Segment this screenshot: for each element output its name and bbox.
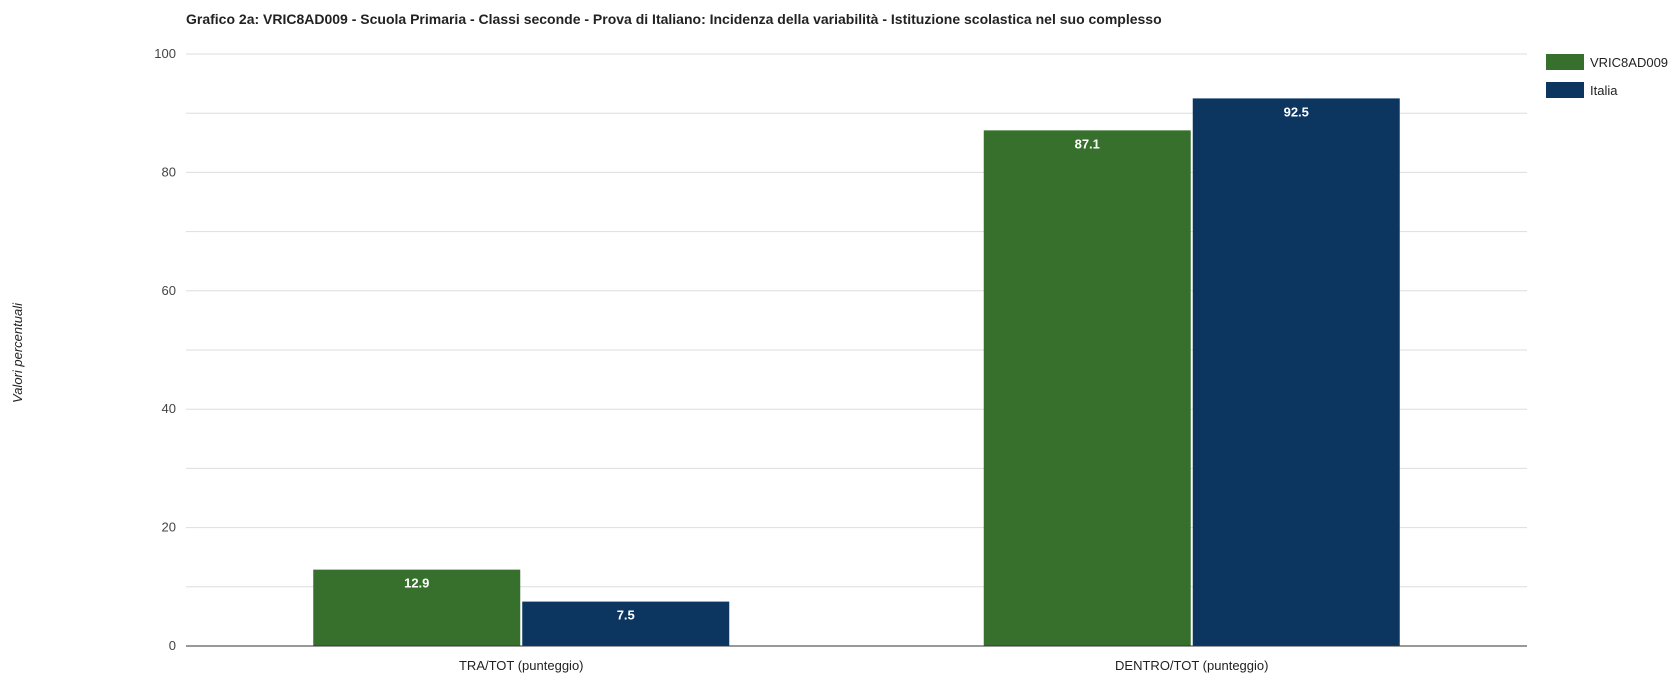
legend: VRIC8AD009 Italia: [1546, 54, 1668, 98]
y-tick-label: 80: [162, 164, 176, 179]
y-tick-label: 0: [169, 638, 176, 653]
x-category-label: TRA/TOT (punteggio): [459, 658, 584, 673]
legend-swatch: [1546, 54, 1584, 70]
bar: [1192, 98, 1400, 646]
gridlines: [186, 53, 1527, 588]
y-tick-label: 100: [154, 46, 176, 61]
chart-title: Grafico 2a: VRIC8AD009 - Scuola Primaria…: [186, 11, 1162, 27]
bar: [313, 569, 521, 646]
bar: [522, 601, 730, 646]
bar-value-label: 12.9: [404, 576, 429, 591]
bar-value-label: 7.5: [617, 608, 635, 623]
y-tick-label: 20: [162, 520, 176, 535]
axes: 0 20 40 60 80 100 TRA/TOT (punteggio) DENTRO/TO…: [154, 46, 1527, 673]
bar-value-label: 92.5: [1284, 104, 1309, 119]
y-axis-label: Valori percentuali: [10, 302, 25, 403]
y-tick-label: 40: [162, 401, 176, 416]
x-category-label: DENTRO/TOT (punteggio): [1115, 658, 1268, 673]
legend-swatch: [1546, 82, 1584, 98]
data-labels: 12.9 7.5 87.1 92.5: [404, 104, 1309, 622]
bars: [313, 98, 1400, 647]
legend-label: VRIC8AD009: [1590, 55, 1668, 70]
bar-value-label: 87.1: [1075, 136, 1100, 151]
bar: [983, 130, 1191, 647]
y-tick-label: 60: [162, 283, 176, 298]
legend-label: Italia: [1590, 83, 1618, 98]
